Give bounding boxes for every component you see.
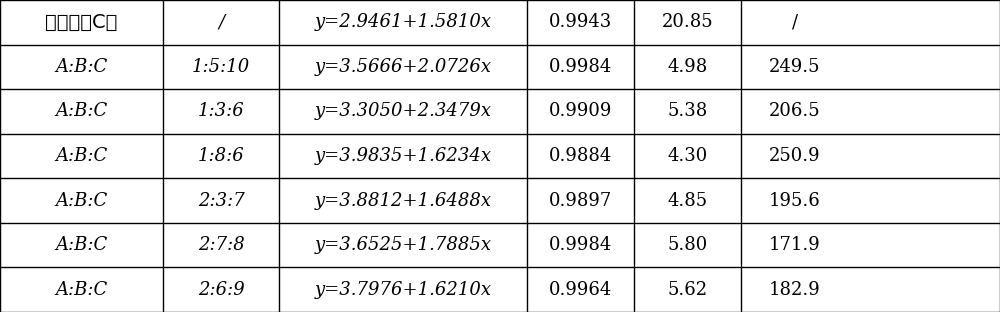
Text: 5.62: 5.62: [667, 281, 708, 299]
Text: 182.9: 182.9: [769, 281, 821, 299]
Text: 0.9884: 0.9884: [549, 147, 612, 165]
Text: 206.5: 206.5: [769, 102, 821, 120]
Text: A:B:C: A:B:C: [55, 147, 108, 165]
Text: 195.6: 195.6: [769, 192, 821, 210]
Text: 249.5: 249.5: [769, 58, 821, 76]
Text: y=3.3050+2.3479x: y=3.3050+2.3479x: [314, 102, 492, 120]
Text: 2:7:8: 2:7:8: [198, 236, 244, 254]
Text: A:B:C: A:B:C: [55, 102, 108, 120]
Text: /: /: [792, 13, 798, 31]
Text: A:B:C: A:B:C: [55, 58, 108, 76]
Text: 0.9984: 0.9984: [549, 236, 612, 254]
Text: 1:5:10: 1:5:10: [192, 58, 250, 76]
Text: A:B:C: A:B:C: [55, 192, 108, 210]
Text: 5.38: 5.38: [667, 102, 708, 120]
Text: 4.30: 4.30: [667, 147, 708, 165]
Text: A:B:C: A:B:C: [55, 236, 108, 254]
Text: y=3.6525+1.7885x: y=3.6525+1.7885x: [314, 236, 492, 254]
Text: 1:8:6: 1:8:6: [198, 147, 244, 165]
Text: 5.80: 5.80: [667, 236, 708, 254]
Text: 1:3:6: 1:3:6: [198, 102, 244, 120]
Text: 氟虫脲（C）: 氟虫脲（C）: [45, 13, 118, 32]
Text: 0.9909: 0.9909: [549, 102, 612, 120]
Text: A:B:C: A:B:C: [55, 281, 108, 299]
Text: 0.9897: 0.9897: [549, 192, 612, 210]
Text: 4.98: 4.98: [667, 58, 708, 76]
Text: 171.9: 171.9: [769, 236, 821, 254]
Text: 4.85: 4.85: [667, 192, 708, 210]
Text: y=3.8812+1.6488x: y=3.8812+1.6488x: [314, 192, 492, 210]
Text: 2:6:9: 2:6:9: [198, 281, 244, 299]
Text: y=3.5666+2.0726x: y=3.5666+2.0726x: [314, 58, 492, 76]
Text: 0.9943: 0.9943: [549, 13, 612, 31]
Text: 0.9964: 0.9964: [549, 281, 612, 299]
Text: /: /: [218, 13, 224, 31]
Text: 250.9: 250.9: [769, 147, 821, 165]
Text: y=2.9461+1.5810x: y=2.9461+1.5810x: [314, 13, 492, 31]
Text: y=3.7976+1.6210x: y=3.7976+1.6210x: [314, 281, 492, 299]
Text: y=3.9835+1.6234x: y=3.9835+1.6234x: [314, 147, 492, 165]
Text: 0.9984: 0.9984: [549, 58, 612, 76]
Text: 20.85: 20.85: [662, 13, 713, 31]
Text: 2:3:7: 2:3:7: [198, 192, 244, 210]
